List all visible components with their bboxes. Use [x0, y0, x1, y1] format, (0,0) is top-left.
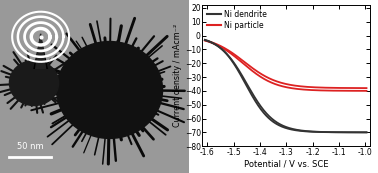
Y-axis label: Current density / mAcm⁻²: Current density / mAcm⁻²	[173, 24, 182, 127]
Text: 50 nm: 50 nm	[17, 142, 43, 151]
Circle shape	[9, 61, 59, 106]
X-axis label: Potential / V vs. SCE: Potential / V vs. SCE	[244, 159, 328, 168]
Circle shape	[57, 42, 163, 138]
Polygon shape	[36, 34, 46, 69]
Legend: Ni dendrite, Ni particle: Ni dendrite, Ni particle	[206, 9, 268, 30]
Polygon shape	[34, 37, 47, 69]
